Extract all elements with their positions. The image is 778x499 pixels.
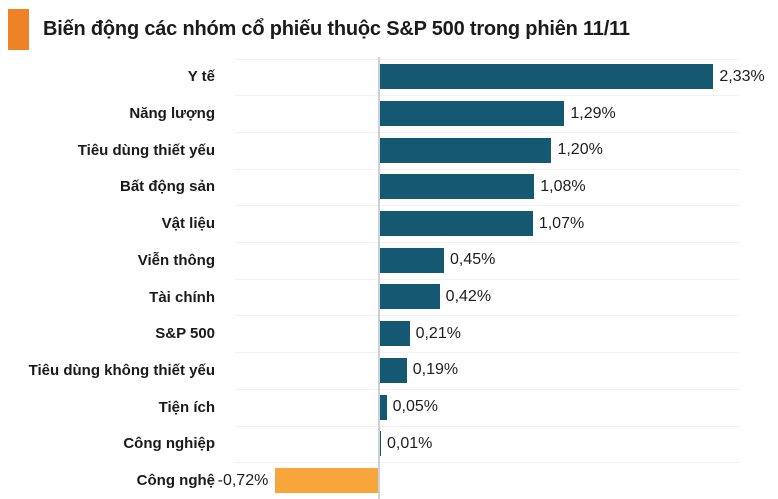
row-separator [235,425,740,427]
bar-row: Tài chính 0,42% [0,279,778,316]
zero-axis-line [377,57,380,499]
bar-positive [379,64,714,90]
category-label: Bất động sản [119,178,215,196]
bar-row: Tiêu dùng thiết yếu 1,20% [0,132,778,169]
bar-row: Bất động sản 1,08% [0,169,778,206]
category-label: S&P 500 [155,325,215,343]
category-label: Tài chính [149,288,215,306]
row-separator [235,131,740,133]
row-separator [235,242,740,243]
row-separator [235,462,740,464]
bar-negative [275,467,379,493]
row-separator [235,205,740,207]
value-label: 0,01% [387,434,433,452]
chart-title: Biến động các nhóm cổ phiếu thuộc S&P 50… [43,18,630,40]
row-separator [235,278,740,280]
bar-positive [379,284,440,310]
category-label: Công nghệ [136,472,215,490]
bar-positive [379,174,535,200]
bar-row: Năng lượng 1,29% [0,95,778,132]
bar-row: Tiêu dùng không thiết yếu 0,19% [0,352,778,389]
value-label: 2,33% [719,67,765,85]
bar-row: S&P 500 0,21% [0,315,778,352]
bar-row: Công nghiệp 0,01% [0,426,778,463]
value-label: 1,20% [557,141,603,159]
category-label: Tiện ích [158,398,215,416]
value-label: 0,21% [415,324,461,342]
value-label: 0,45% [449,251,496,269]
bar-row: Y tế 2,33% [0,59,778,96]
category-label: Viễn thông [137,251,215,269]
bar-positive [379,357,407,383]
value-label: 0,19% [412,361,459,379]
category-label: Công nghiệp [123,435,215,453]
row-separator [235,352,740,354]
category-label: Vật liệu [161,215,215,233]
category-label: Y tế [187,68,215,86]
row-separator [235,315,740,317]
row-separator [235,95,740,97]
bar-row: Vật liệu 1,07% [0,205,778,242]
bar-positive [379,211,533,237]
bar-row: Công nghệ -0,72% [0,462,778,499]
row-separator [235,58,740,60]
category-label: Tiêu dùng không thiết yếu [28,361,215,379]
row-separator [235,168,740,170]
bar-positive [379,137,552,163]
row-separator [235,388,740,390]
value-label: 0,05% [392,398,439,416]
value-label: 0,42% [445,288,492,306]
value-label: -0,72% [217,471,269,489]
bar-positive [379,394,387,420]
category-label: Năng lượng [129,105,215,123]
value-label: 1,07% [538,214,585,232]
chart-header: Biến động các nhóm cổ phiếu thuộc S&P 50… [8,9,630,50]
value-label: 1,08% [540,177,586,195]
value-label: 1,29% [570,104,616,122]
category-label: Tiêu dùng thiết yếu [77,141,215,159]
bar-row: Tiện ích 0,05% [0,389,778,426]
bar-positive [379,431,381,457]
title-accent-marker [8,9,29,50]
bar-positive [379,321,410,347]
bar-positive [379,247,444,273]
bar-row: Viễn thông 0,45% [0,242,778,279]
bar-positive [379,100,565,126]
